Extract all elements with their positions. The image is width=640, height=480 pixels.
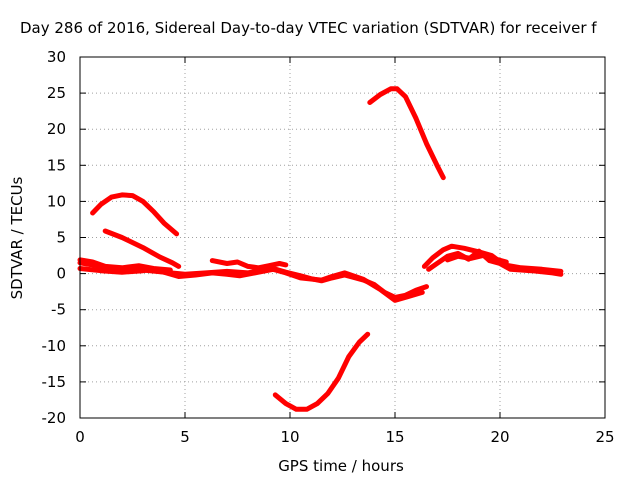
y-tick-label: 20 bbox=[47, 120, 66, 138]
series-layer bbox=[77, 86, 564, 412]
series-line-8 bbox=[367, 86, 446, 181]
chart-title: Day 286 of 2016, Sidereal Day-to-day VTE… bbox=[20, 19, 597, 37]
y-axis-label: SDTVAR / TECUs bbox=[8, 176, 26, 299]
x-tick-label: 15 bbox=[385, 428, 404, 446]
y-tick-label: -20 bbox=[42, 409, 67, 427]
series-line-7 bbox=[272, 331, 371, 412]
series-line-11 bbox=[445, 253, 509, 265]
y-tick-label: 10 bbox=[47, 192, 66, 210]
y-tick-label: -10 bbox=[42, 337, 67, 355]
series-line-3 bbox=[77, 257, 173, 273]
y-tick-label: 30 bbox=[47, 48, 66, 66]
plot-frame bbox=[79, 56, 606, 419]
series-line-4 bbox=[90, 192, 180, 237]
x-tick-label: 10 bbox=[280, 428, 299, 446]
x-tick-label: 25 bbox=[595, 428, 614, 446]
y-tick-label: 25 bbox=[47, 84, 66, 102]
tick-layer: 0 5 10 15 20 25 -20 -15 -10 -5 0 5 10 15 20 25 30 bbox=[42, 48, 615, 446]
y-tick-label: 5 bbox=[56, 229, 66, 247]
x-tick-label: 5 bbox=[180, 428, 190, 446]
y-tick-label: -15 bbox=[42, 373, 67, 391]
x-tick-label: 20 bbox=[490, 428, 509, 446]
y-tick-label: 15 bbox=[47, 156, 66, 174]
grid-layer bbox=[80, 57, 605, 418]
x-tick-label: 0 bbox=[75, 428, 85, 446]
y-tick-label: 0 bbox=[56, 265, 66, 283]
x-axis-label: GPS time / hours bbox=[278, 457, 404, 475]
series-line-2 bbox=[77, 266, 425, 303]
y-tick-label: -5 bbox=[51, 301, 66, 319]
series-line-10 bbox=[426, 248, 564, 277]
series-line-6 bbox=[209, 258, 289, 271]
series-line-5 bbox=[102, 228, 182, 269]
